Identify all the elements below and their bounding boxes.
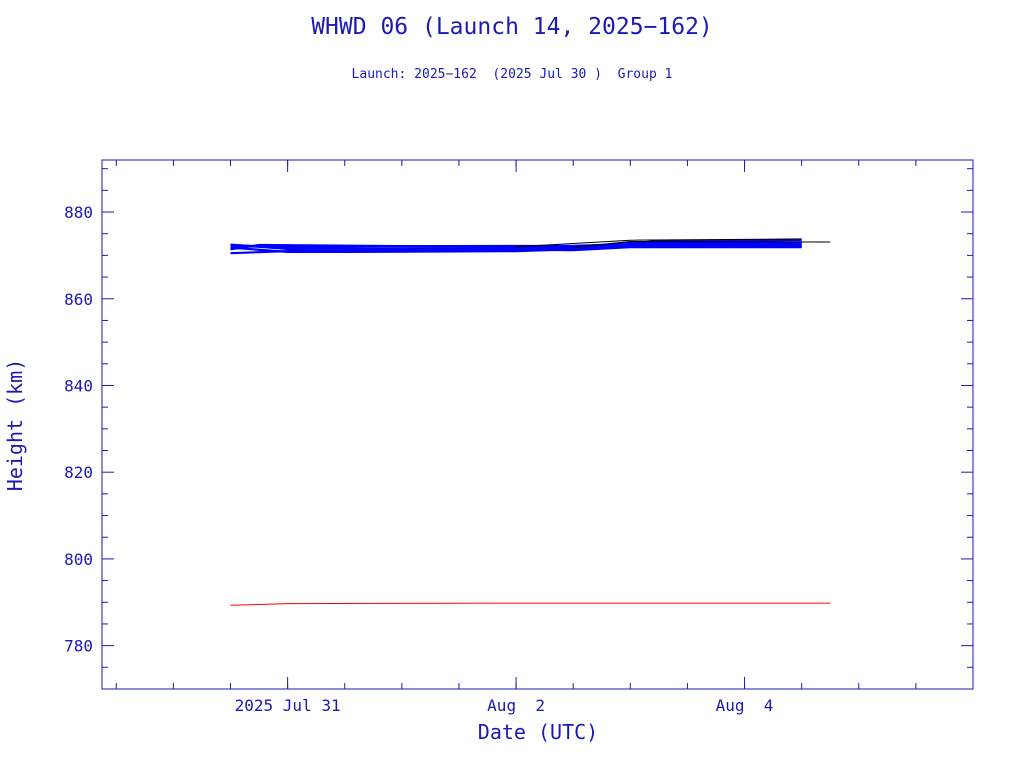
y-tick-label: 880 bbox=[64, 203, 93, 222]
x-tick-label: Aug 2 bbox=[487, 696, 545, 715]
chart-title: WHWD 06 (Launch 14, 2025−162) bbox=[311, 14, 713, 40]
axis-ticks bbox=[102, 160, 974, 689]
series-line-6 bbox=[230, 244, 802, 253]
y-tick-label: 860 bbox=[64, 290, 93, 309]
y-tick-label: 800 bbox=[64, 550, 93, 569]
chart-subtitle: Launch: 2025−162 (2025 Jul 30 ) Group 1 bbox=[351, 67, 673, 82]
x-tick-label: 2025 Jul 31 bbox=[235, 696, 341, 715]
y-tick-label: 820 bbox=[64, 463, 93, 482]
plot-series bbox=[230, 238, 831, 606]
plot-frame bbox=[101, 159, 974, 690]
x-tick-label: Aug 4 bbox=[716, 696, 774, 715]
series-line-8 bbox=[573, 241, 831, 248]
y-tick-label: 780 bbox=[64, 637, 93, 656]
series-line-9 bbox=[230, 602, 831, 606]
series-line-7 bbox=[516, 238, 802, 248]
y-tick-label: 840 bbox=[64, 376, 93, 395]
tick-labels: 780 800 820 840 860 880 2025 Jul 31 Aug 2 Aug 4 bbox=[64, 203, 773, 715]
x-axis-label: Date (UTC) bbox=[478, 720, 598, 744]
y-axis-label: Height (km) bbox=[3, 359, 27, 491]
